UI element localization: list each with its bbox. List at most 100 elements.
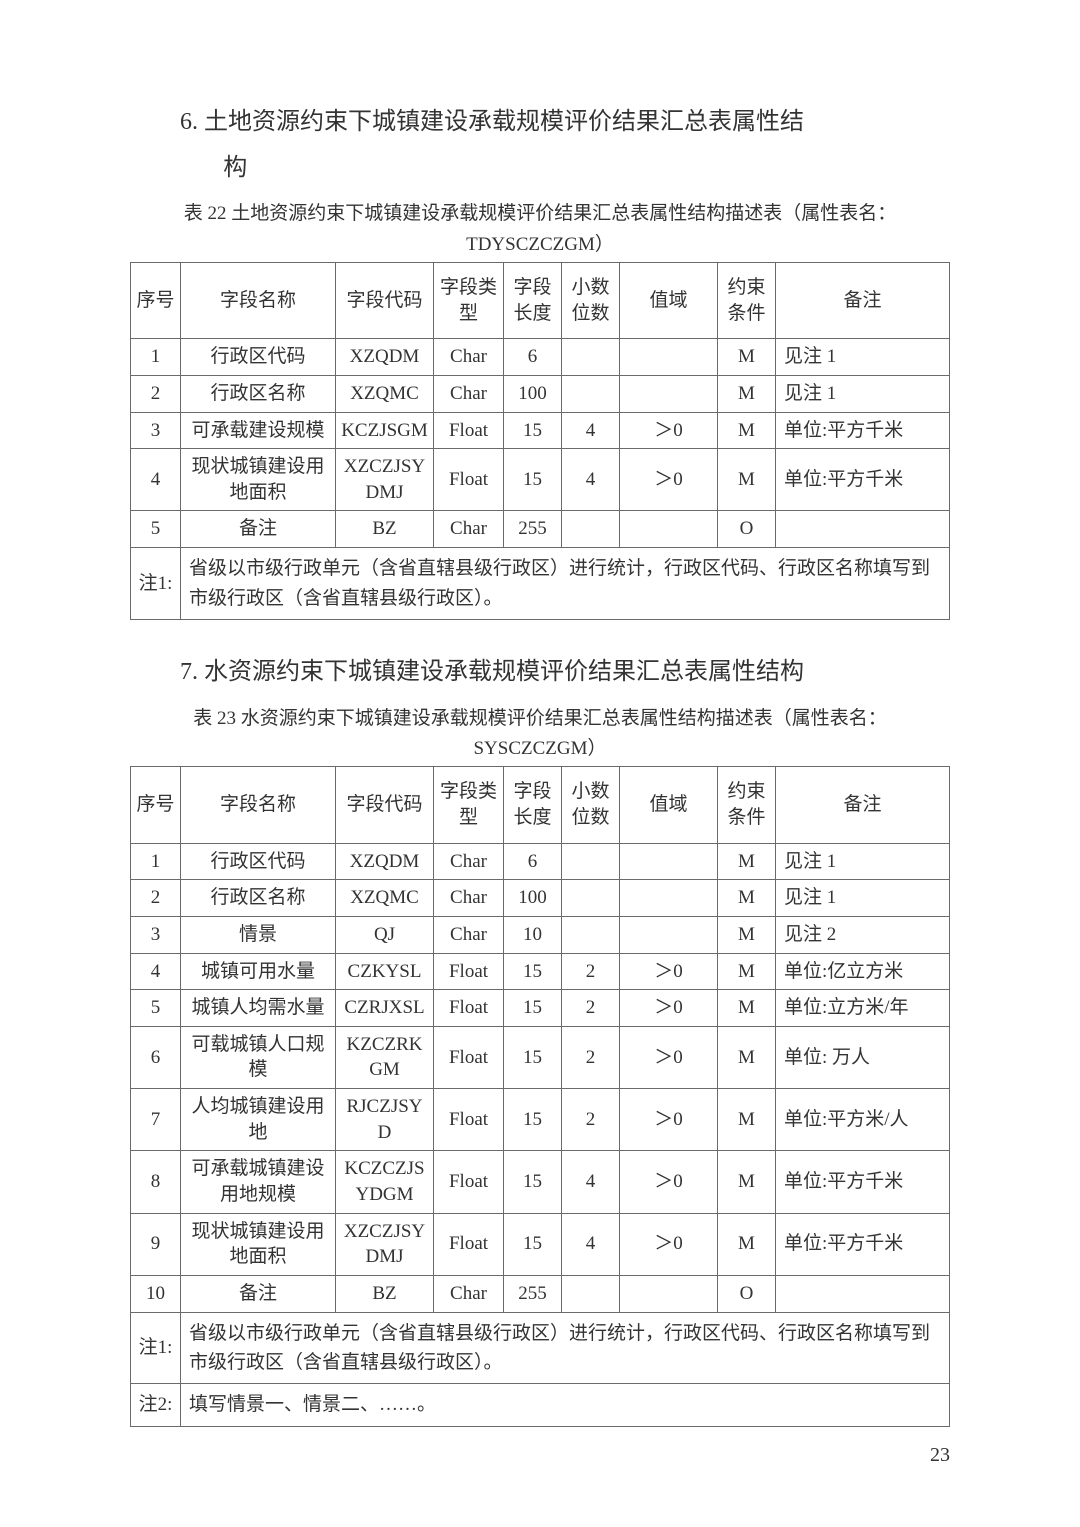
section-title-line2: 构: [218, 146, 950, 192]
table-cell: M: [718, 990, 776, 1027]
table-cell: 单位:亿立方米: [776, 953, 950, 990]
table-cell: ＞0: [620, 412, 718, 449]
table-cell: M: [718, 449, 776, 511]
table-cell: 10: [504, 916, 562, 953]
table-cell: 255: [504, 1275, 562, 1312]
table-row: 5备注BZChar255O: [131, 511, 950, 548]
caption-line2: SYSCZCZGM）: [130, 734, 950, 764]
table-cell: [562, 1275, 620, 1312]
table-cell: 备注: [181, 1275, 336, 1312]
table-cell: 2: [562, 990, 620, 1027]
table-cell: 15: [504, 1213, 562, 1275]
table-cell: KCZCZJSYDGM: [336, 1151, 434, 1213]
table-cell: 行政区名称: [181, 375, 336, 412]
table-cell: 6: [504, 843, 562, 880]
table-cell: 单位:平方千米: [776, 1151, 950, 1213]
table-cell: M: [718, 880, 776, 917]
table-cell: M: [718, 1151, 776, 1213]
table-cell: ＞0: [620, 1213, 718, 1275]
section-num: 7.: [180, 659, 198, 685]
table-cell: [776, 1275, 950, 1312]
table-note-row: 注2:填写情景一、情景二、……。: [131, 1384, 950, 1426]
table-cell: 4: [131, 449, 181, 511]
table-row: 9现状城镇建设用地面积XZCZJSYDMJFloat154＞0M单位:平方千米: [131, 1213, 950, 1275]
table-cell: M: [718, 1089, 776, 1151]
table22: 序号 字段名称 字段代码 字段类型 字段长度 小数位数 值域 约束条件 备注 1…: [130, 262, 950, 620]
caption-line1: 表 22 土地资源约束下城镇建设承载规模评价结果汇总表属性结构描述表（属性表名：: [184, 203, 897, 224]
caption-line2: TDYSCZCZGM）: [130, 230, 950, 260]
table-cell: ＞0: [620, 449, 718, 511]
table-cell: 现状城镇建设用地面积: [181, 449, 336, 511]
table-cell: M: [718, 843, 776, 880]
table-cell: 6: [131, 1026, 181, 1088]
table-cell: 1: [131, 843, 181, 880]
table-cell: 2: [562, 953, 620, 990]
table-cell: 1: [131, 339, 181, 376]
table-cell: Float: [434, 449, 504, 511]
table-cell: 行政区代码: [181, 843, 336, 880]
table-cell: 单位:平方千米: [776, 412, 950, 449]
table-cell: 可承载建设规模: [181, 412, 336, 449]
table-cell: Char: [434, 880, 504, 917]
th: 约束条件: [718, 767, 776, 843]
table-cell: [562, 880, 620, 917]
th: 字段类型: [434, 262, 504, 338]
table-cell: CZKYSL: [336, 953, 434, 990]
table-row: 7人均城镇建设用地RJCZJSYDFloat152＞0M单位:平方米/人: [131, 1089, 950, 1151]
table-row: 6可载城镇人口规模KZCZRKGMFloat152＞0M单位: 万人: [131, 1026, 950, 1088]
table-cell: [620, 843, 718, 880]
table-cell: 8: [131, 1151, 181, 1213]
table-cell: Char: [434, 375, 504, 412]
section-title-line1: 土地资源约束下城镇建设承载规模评价结果汇总表属性结: [204, 109, 804, 135]
table-note-row: 注1:省级以市级行政单元（含省直辖县级行政区）进行统计，行政区代码、行政区名称填…: [131, 548, 950, 620]
table-cell: 15: [504, 953, 562, 990]
table-cell: CZRJXSL: [336, 990, 434, 1027]
table-cell: 现状城镇建设用地面积: [181, 1213, 336, 1275]
table-cell: BZ: [336, 511, 434, 548]
table-cell: 城镇可用水量: [181, 953, 336, 990]
table-row: 5城镇人均需水量CZRJXSLFloat152＞0M单位:立方米/年: [131, 990, 950, 1027]
table-cell: [620, 339, 718, 376]
section-title-line1: 水资源约束下城镇建设承载规模评价结果汇总表属性结构: [204, 659, 804, 685]
table-cell: XZQMC: [336, 880, 434, 917]
table-cell: [562, 916, 620, 953]
table22-body: 1行政区代码XZQDMChar6M见注 12行政区名称XZQMCChar100M…: [131, 339, 950, 548]
table-cell: 15: [504, 449, 562, 511]
table-cell: KZCZRKGM: [336, 1026, 434, 1088]
table-cell: [620, 511, 718, 548]
table-cell: 单位:平方米/人: [776, 1089, 950, 1151]
page-number: 23: [930, 1444, 950, 1467]
table-cell: M: [718, 1026, 776, 1088]
table-cell: 100: [504, 375, 562, 412]
table-cell: 见注 2: [776, 916, 950, 953]
th: 字段长度: [504, 767, 562, 843]
table-cell: [562, 843, 620, 880]
table-cell: 7: [131, 1089, 181, 1151]
table-cell: 见注 1: [776, 339, 950, 376]
table-cell: 2: [562, 1026, 620, 1088]
table-cell: [776, 511, 950, 548]
table-row: 8可承载城镇建设用地规模KCZCZJSYDGMFloat154＞0M单位:平方千…: [131, 1151, 950, 1213]
table-cell: 城镇人均需水量: [181, 990, 336, 1027]
table-cell: XZCZJSYDMJ: [336, 1213, 434, 1275]
table-cell: 行政区代码: [181, 339, 336, 376]
table-row: 4城镇可用水量CZKYSLFloat152＞0M单位:亿立方米: [131, 953, 950, 990]
table-cell: 单位:平方千米: [776, 1213, 950, 1275]
section-heading-7: 7. 水资源约束下城镇建设承载规模评价结果汇总表属性结构: [180, 650, 950, 696]
table-cell: M: [718, 339, 776, 376]
table-cell: ＞0: [620, 990, 718, 1027]
note-label: 注2:: [131, 1384, 181, 1426]
table23-caption: 表 23 水资源约束下城镇建设承载规模评价结果汇总表属性结构描述表（属性表名： …: [130, 704, 950, 765]
table-cell: 4: [562, 412, 620, 449]
th: 字段类型: [434, 767, 504, 843]
table-cell: ＞0: [620, 1026, 718, 1088]
table-cell: [562, 511, 620, 548]
table-cell: 15: [504, 1151, 562, 1213]
table-cell: 4: [131, 953, 181, 990]
table-cell: 3: [131, 412, 181, 449]
note-label: 注1:: [131, 548, 181, 620]
table-cell: 15: [504, 412, 562, 449]
section-num: 6.: [180, 109, 198, 135]
table-cell: 单位: 万人: [776, 1026, 950, 1088]
table-cell: 见注 1: [776, 880, 950, 917]
